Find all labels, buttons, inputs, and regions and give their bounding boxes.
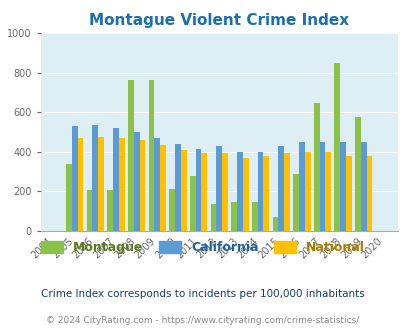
Bar xyxy=(86,190,92,231)
Bar xyxy=(251,202,257,231)
Bar xyxy=(257,152,263,231)
Bar xyxy=(298,142,304,231)
Bar xyxy=(339,142,345,231)
Bar xyxy=(354,117,360,231)
Bar xyxy=(277,146,284,231)
Bar xyxy=(292,174,298,231)
Bar xyxy=(160,146,166,231)
Bar xyxy=(231,202,237,231)
Bar xyxy=(72,126,77,231)
Bar xyxy=(66,164,72,231)
Bar xyxy=(133,132,139,231)
Bar xyxy=(139,140,145,231)
Bar xyxy=(345,155,351,231)
Bar xyxy=(201,153,207,231)
Bar xyxy=(324,152,330,231)
Text: © 2024 CityRating.com - https://www.cityrating.com/crime-statistics/: © 2024 CityRating.com - https://www.city… xyxy=(46,316,359,325)
Bar xyxy=(272,217,277,231)
Bar xyxy=(119,138,124,231)
Bar xyxy=(242,158,248,231)
Bar xyxy=(334,63,339,231)
Bar xyxy=(263,156,269,231)
Bar xyxy=(128,80,133,231)
Bar xyxy=(216,146,222,231)
Text: Crime Index corresponds to incidents per 100,000 inhabitants: Crime Index corresponds to incidents per… xyxy=(41,289,364,299)
Legend: Montague, California, National: Montague, California, National xyxy=(36,236,369,259)
Bar xyxy=(304,152,310,231)
Bar xyxy=(169,189,175,231)
Bar xyxy=(313,103,319,231)
Bar xyxy=(148,80,154,231)
Bar xyxy=(190,176,195,231)
Bar xyxy=(175,144,180,231)
Bar xyxy=(113,128,119,231)
Bar xyxy=(180,150,186,231)
Bar xyxy=(360,143,366,231)
Bar xyxy=(222,153,227,231)
Bar xyxy=(98,137,104,231)
Bar xyxy=(284,153,289,231)
Bar xyxy=(154,138,160,231)
Bar xyxy=(195,149,201,231)
Bar xyxy=(107,190,113,231)
Bar xyxy=(77,138,83,231)
Bar xyxy=(366,155,371,231)
Bar xyxy=(237,152,242,231)
Bar xyxy=(92,125,98,231)
Title: Montague Violent Crime Index: Montague Violent Crime Index xyxy=(89,13,348,28)
Bar xyxy=(319,142,324,231)
Bar xyxy=(210,204,216,231)
